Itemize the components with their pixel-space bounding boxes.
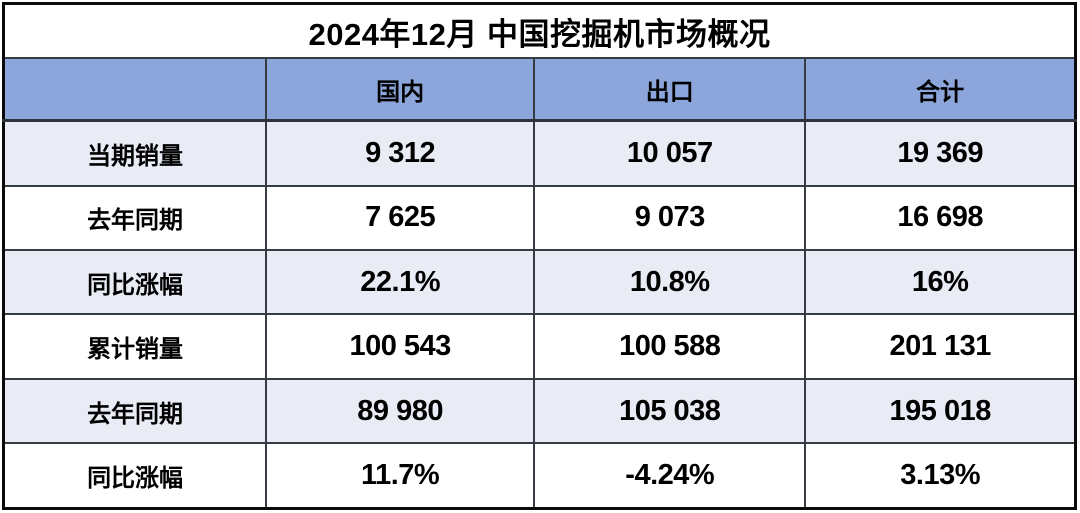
row-label: 同比涨幅 — [2, 442, 268, 510]
cell-value: 195 018 — [804, 377, 1077, 445]
cell-value: 19 369 — [804, 119, 1077, 187]
table-row: 当期销量 9 312 10 057 19 369 — [2, 119, 1077, 187]
row-label: 去年同期 — [2, 377, 268, 445]
cell-value: 7 625 — [265, 184, 536, 251]
cell-value: 100 543 — [265, 313, 536, 380]
table-row: 去年同期 7 625 9 073 16 698 — [2, 184, 1077, 251]
cell-value: 3.13% — [804, 442, 1077, 510]
page-title: 2024年12月 中国挖掘机市场概况 — [2, 2, 1077, 59]
cell-value: 11.7% — [265, 442, 536, 510]
column-header-domestic: 国内 — [265, 57, 536, 122]
cell-value: 105 038 — [533, 377, 807, 445]
table-row: 去年同期 89 980 105 038 195 018 — [2, 377, 1077, 445]
cell-value: 100 588 — [533, 313, 807, 380]
column-header-total: 合计 — [804, 57, 1077, 122]
table-row: 同比涨幅 22.1% 10.8% 16% — [2, 248, 1077, 316]
column-header-empty — [2, 57, 268, 122]
table-row: 累计销量 100 543 100 588 201 131 — [2, 313, 1077, 380]
table-row: 同比涨幅 11.7% -4.24% 3.13% — [2, 442, 1077, 510]
cell-value: 9 073 — [533, 184, 807, 251]
title-row: 2024年12月 中国挖掘机市场概况 — [2, 2, 1077, 59]
column-header-export: 出口 — [533, 57, 807, 122]
cell-value: 16% — [804, 248, 1077, 316]
cell-value: 89 980 — [265, 377, 536, 445]
header-row: 国内 出口 合计 — [2, 57, 1077, 122]
cell-value: 10 057 — [533, 119, 807, 187]
row-label: 累计销量 — [2, 313, 268, 380]
row-label: 去年同期 — [2, 184, 268, 251]
cell-value: 10.8% — [533, 248, 807, 316]
cell-value: 16 698 — [804, 184, 1077, 251]
row-label: 当期销量 — [2, 119, 268, 187]
cell-value: 201 131 — [804, 313, 1077, 380]
cell-value: -4.24% — [533, 442, 807, 510]
row-label: 同比涨幅 — [2, 248, 268, 316]
cell-value: 9 312 — [265, 119, 536, 187]
cell-value: 22.1% — [265, 248, 536, 316]
